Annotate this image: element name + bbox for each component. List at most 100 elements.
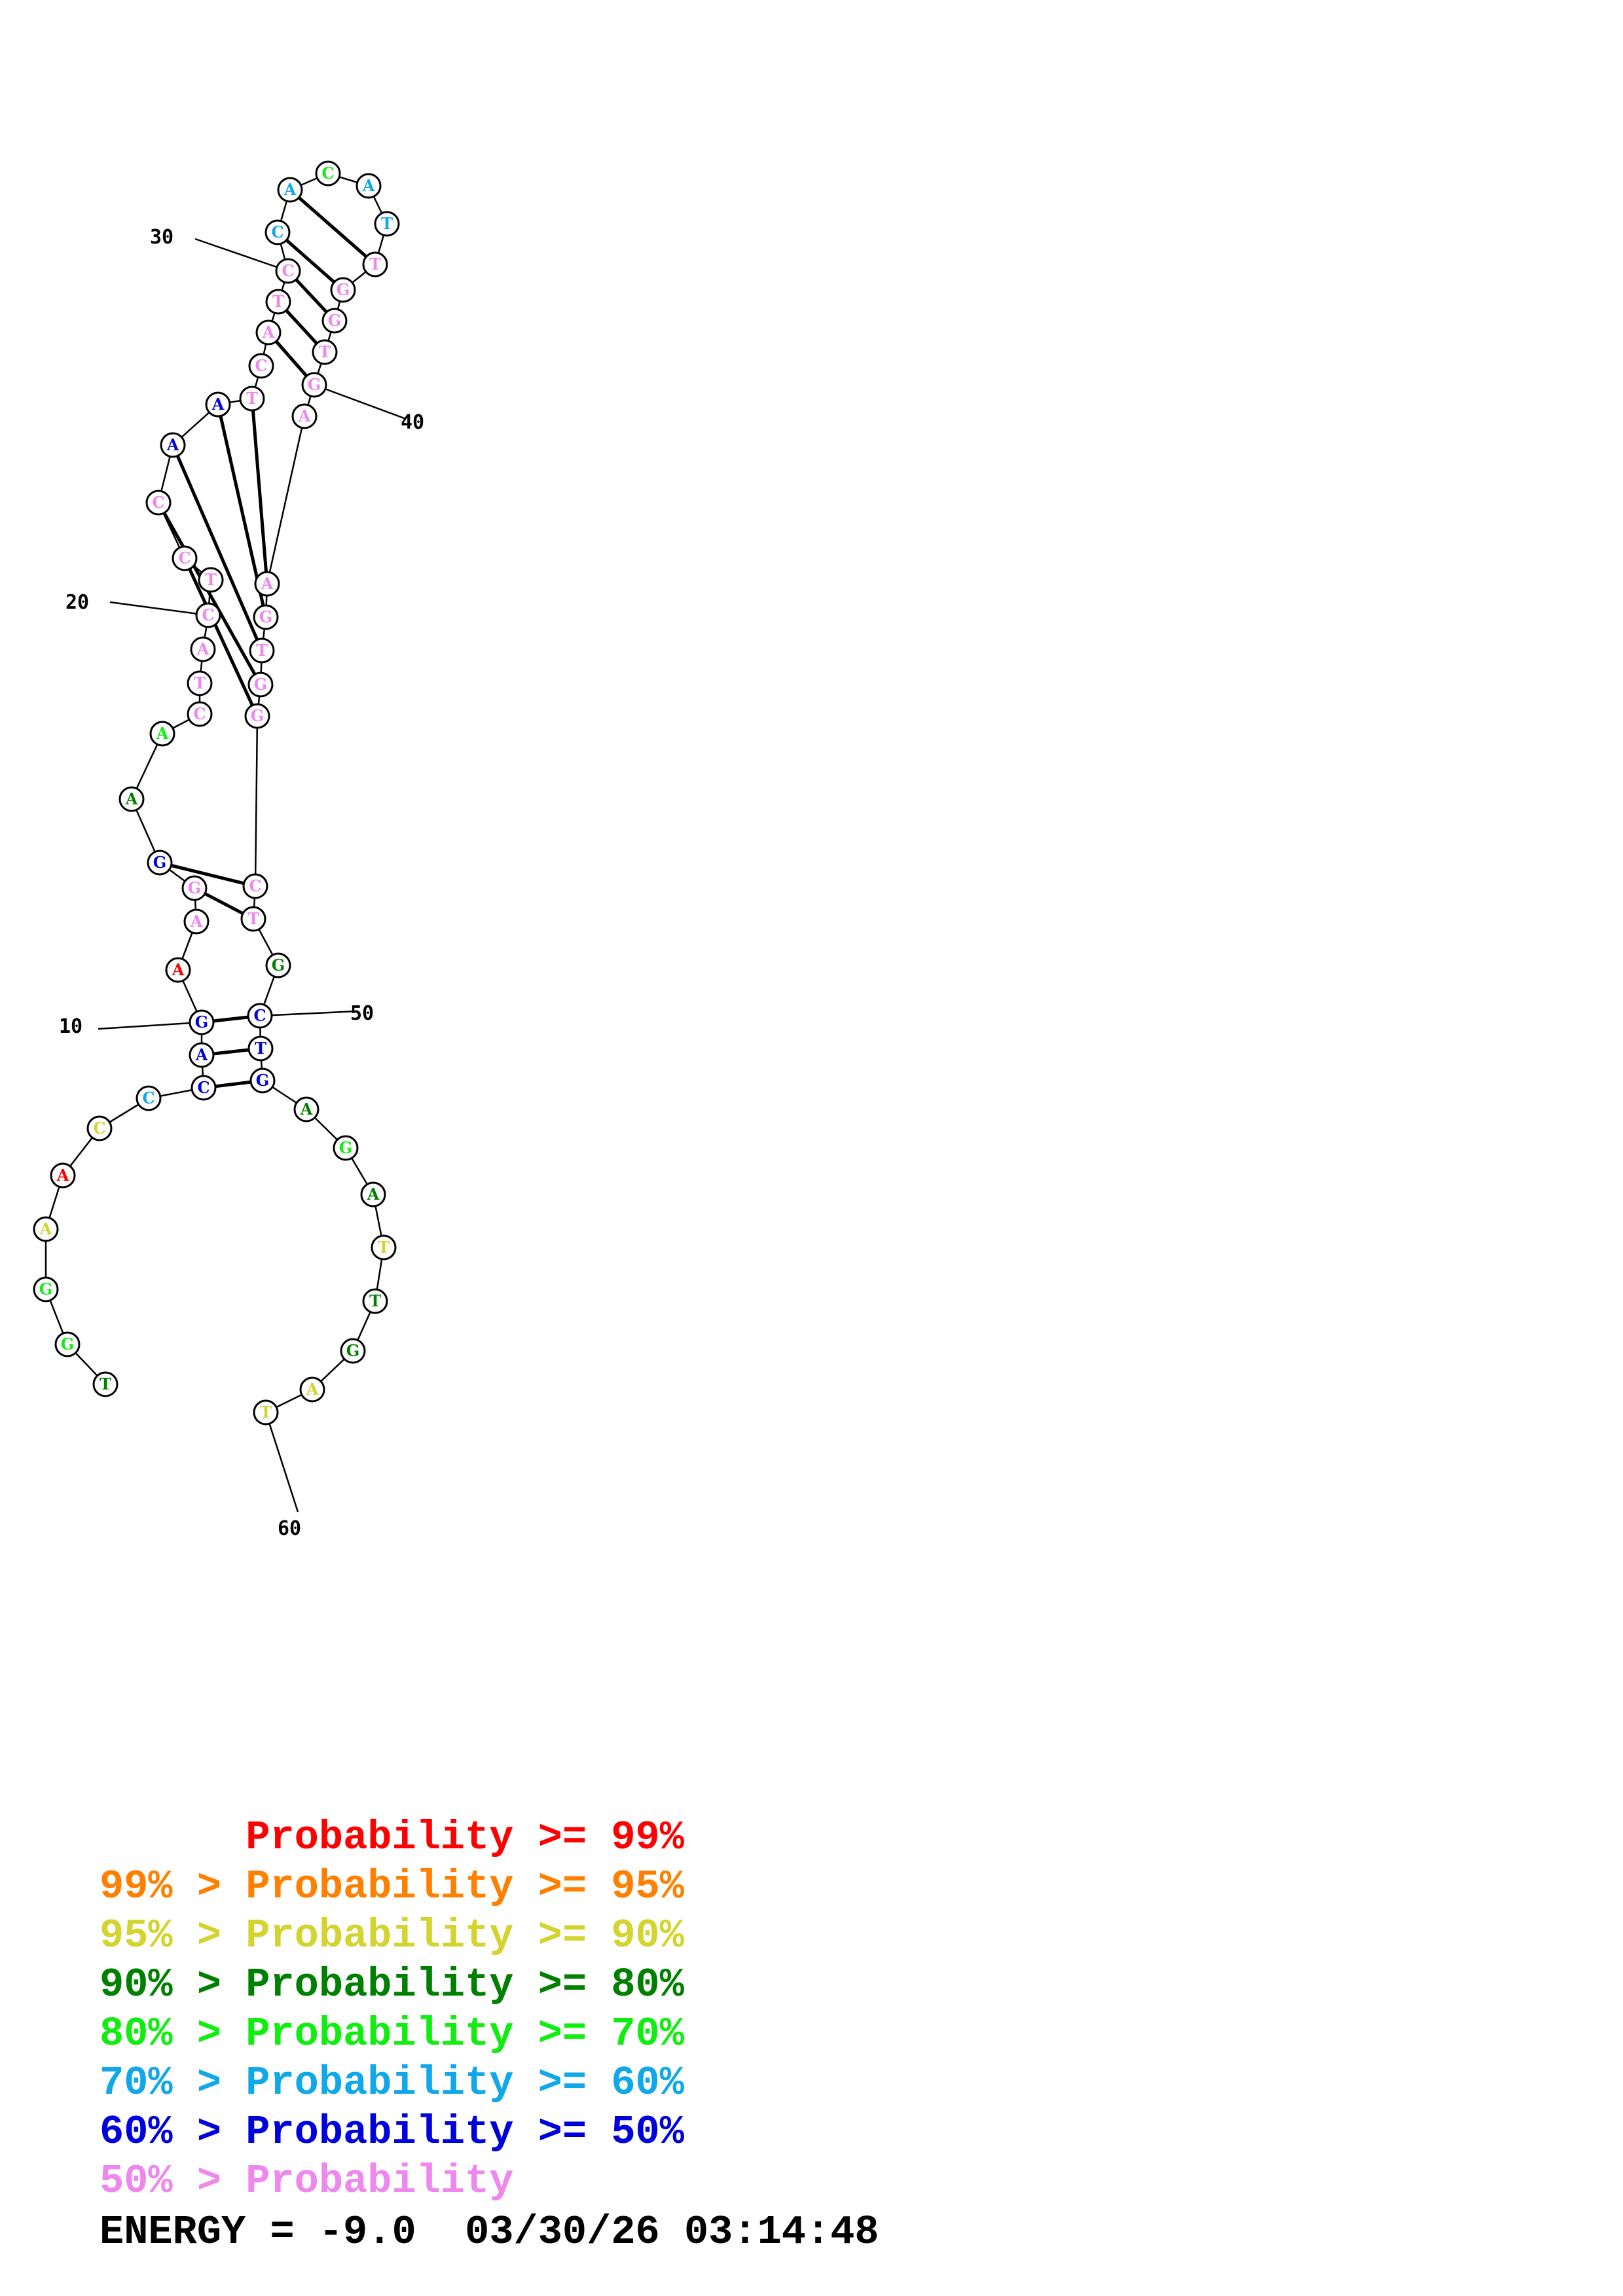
base-letter: G xyxy=(259,607,273,626)
base-circle xyxy=(189,1009,215,1035)
base-letter: G xyxy=(251,706,264,725)
base-17: C xyxy=(187,701,213,727)
base-letter: T xyxy=(256,641,268,660)
tick-label-30: 30 xyxy=(150,226,173,249)
base-circle xyxy=(362,1288,388,1314)
base-circle xyxy=(293,1096,319,1122)
base-22: C xyxy=(172,545,198,571)
base-circle xyxy=(86,1115,113,1141)
base-letter: C xyxy=(321,164,334,183)
backbone xyxy=(45,172,388,1414)
base-55: A xyxy=(360,1181,386,1208)
base-33: C xyxy=(315,160,341,187)
base-11: A xyxy=(165,957,191,983)
base-letter: T xyxy=(260,1403,272,1422)
tick-line-40 xyxy=(314,384,407,420)
base-letter: G xyxy=(346,1341,360,1360)
base-letter: T xyxy=(205,570,217,589)
base-5: A xyxy=(50,1162,76,1189)
base-44: T xyxy=(249,637,275,664)
legend-row: 90% > Probability >= 80% xyxy=(100,1960,684,2009)
base-letter: A xyxy=(156,724,169,743)
base-circle xyxy=(181,875,208,901)
base-circle xyxy=(172,545,198,571)
base-circle xyxy=(330,277,356,303)
base-47: C xyxy=(242,873,268,899)
base-circle xyxy=(242,873,268,899)
base-letter: G xyxy=(153,853,167,872)
base-21: T xyxy=(198,567,224,593)
base-letter: A xyxy=(262,323,275,342)
base-letter: A xyxy=(195,1045,208,1064)
base-pair-22-46 xyxy=(188,568,254,706)
base-circle xyxy=(248,353,274,379)
base-letter: C xyxy=(202,605,214,624)
base-letter: A xyxy=(362,176,375,195)
base-circle xyxy=(198,567,224,593)
base-letter: A xyxy=(125,789,138,808)
base-35: T xyxy=(374,211,400,237)
legend-suffix: >= 50% xyxy=(513,2109,684,2155)
base-letter: T xyxy=(100,1374,111,1393)
base-circle xyxy=(195,602,221,628)
base-letter: T xyxy=(378,1238,390,1257)
base-circle xyxy=(312,339,338,365)
backbone-segment xyxy=(266,416,306,584)
base-39: T xyxy=(312,339,338,365)
base-circle xyxy=(149,721,175,747)
base-letter: C xyxy=(193,704,206,723)
base-letter: A xyxy=(367,1185,380,1204)
base-circle xyxy=(254,571,280,597)
base-letter: A xyxy=(211,395,225,414)
base-59: A xyxy=(299,1376,325,1403)
base-circle xyxy=(265,952,291,978)
base-circle xyxy=(119,786,145,812)
base-circle xyxy=(291,403,318,429)
base-circle xyxy=(191,1075,217,1101)
base-letter: G xyxy=(339,1138,353,1157)
base-pair-23-45 xyxy=(162,512,257,675)
base-31: C xyxy=(264,219,291,245)
base-pair-30-38 xyxy=(295,278,328,314)
base-letter: T xyxy=(319,342,331,361)
base-circle xyxy=(253,1399,279,1426)
tick-labels: 10 20 30 40 50 60 xyxy=(59,226,424,1540)
base-letter: A xyxy=(283,180,297,199)
legend-row: 99% > Probability >= 95% xyxy=(100,1862,684,1911)
legend-label: Probability xyxy=(246,2158,514,2204)
base-letter: G xyxy=(256,1071,270,1090)
base-circle xyxy=(264,219,291,245)
base-circle xyxy=(333,1135,359,1161)
tick-line-10 xyxy=(98,1021,202,1030)
base-10: G xyxy=(189,1009,215,1035)
base-pair-32-36 xyxy=(297,196,368,259)
base-16: A xyxy=(149,721,175,747)
legend-prefix: 80% > xyxy=(100,2011,246,2057)
base-letter: C xyxy=(253,1006,266,1025)
base-circle xyxy=(356,173,382,199)
base-circle xyxy=(247,672,274,698)
base-41: A xyxy=(291,403,318,429)
base-circle xyxy=(54,1331,81,1357)
legend-prefix: 50% > xyxy=(100,2158,246,2204)
base-26: T xyxy=(239,386,265,412)
base-circle xyxy=(244,703,270,729)
base-circle xyxy=(247,1035,274,1062)
base-pair-8-52 xyxy=(215,1080,251,1088)
base-circle xyxy=(145,490,172,516)
legend-prefix: 70% > xyxy=(100,2060,246,2106)
base-circle xyxy=(253,604,279,630)
base-9: A xyxy=(189,1042,215,1068)
legend-label: Probability xyxy=(246,1962,514,2008)
legend-prefix: 60% > xyxy=(100,2109,246,2155)
base-circle xyxy=(299,1376,325,1403)
base-13: G xyxy=(181,875,208,901)
base-51: T xyxy=(247,1035,274,1062)
base-54: G xyxy=(333,1135,359,1161)
base-letter: T xyxy=(369,255,381,274)
base-4: A xyxy=(33,1216,59,1242)
base-36: T xyxy=(362,251,388,278)
legend-row: 70% > Probability >= 60% xyxy=(100,2058,684,2108)
base-49: G xyxy=(265,952,291,978)
